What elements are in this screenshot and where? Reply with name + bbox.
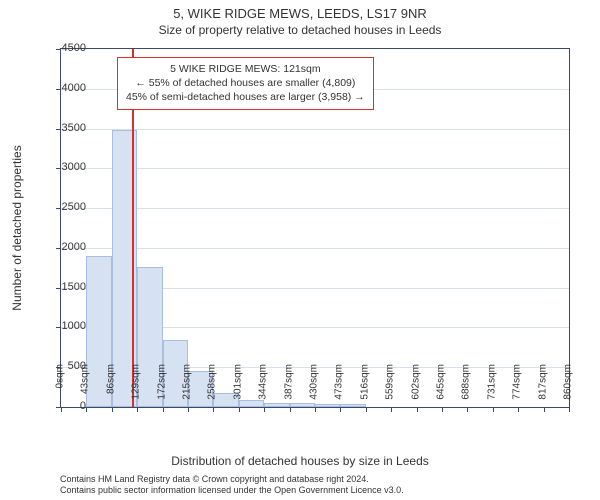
histogram-bar xyxy=(340,404,365,407)
annotation-line: ← 55% of detached houses are smaller (4,… xyxy=(126,76,365,90)
y-axis-label: Number of detached properties xyxy=(10,145,24,310)
y-tick-label: 3500 xyxy=(46,122,86,134)
x-tick-label: 516sqm xyxy=(359,364,370,400)
x-tick-mark xyxy=(340,407,341,412)
x-tick-label: 258sqm xyxy=(207,364,218,400)
gridline xyxy=(61,248,569,249)
y-tick-label: 3000 xyxy=(46,161,86,173)
gridline xyxy=(61,208,569,209)
x-tick-label: 344sqm xyxy=(258,364,269,400)
x-tick-label: 129sqm xyxy=(131,364,142,400)
x-tick-mark xyxy=(188,407,189,412)
x-tick-label: 43sqm xyxy=(80,364,91,394)
x-tick-label: 688sqm xyxy=(461,364,472,400)
histogram-bar xyxy=(315,404,340,407)
chart-plot-area: 5 WIKE RIDGE MEWS: 121sqm← 55% of detach… xyxy=(60,48,570,408)
histogram-bar xyxy=(239,400,264,407)
x-tick-mark xyxy=(544,407,545,412)
y-tick-label: 2000 xyxy=(46,241,86,253)
histogram-bar xyxy=(264,403,289,407)
x-tick-mark xyxy=(493,407,494,412)
y-tick-label: 2500 xyxy=(46,201,86,213)
x-tick-mark xyxy=(518,407,519,412)
annotation-box: 5 WIKE RIDGE MEWS: 121sqm← 55% of detach… xyxy=(117,57,374,110)
x-tick-mark xyxy=(315,407,316,412)
x-tick-mark xyxy=(213,407,214,412)
x-tick-mark xyxy=(112,407,113,412)
x-tick-label: 301sqm xyxy=(232,364,243,400)
x-tick-mark xyxy=(391,407,392,412)
y-tick-label: 1500 xyxy=(46,281,86,293)
annotation-line: 45% of semi-detached houses are larger (… xyxy=(126,90,365,104)
histogram-bar xyxy=(290,403,315,407)
x-tick-mark xyxy=(239,407,240,412)
x-tick-mark xyxy=(264,407,265,412)
gridline xyxy=(61,129,569,130)
gridline xyxy=(61,168,569,169)
x-tick-label: 172sqm xyxy=(156,364,167,400)
x-tick-label: 473sqm xyxy=(334,364,345,400)
x-tick-label: 86sqm xyxy=(105,364,116,394)
x-tick-mark xyxy=(137,407,138,412)
x-tick-mark xyxy=(163,407,164,412)
x-tick-label: 731sqm xyxy=(486,364,497,400)
annotation-line: 5 WIKE RIDGE MEWS: 121sqm xyxy=(126,62,365,76)
y-tick-label: 4500 xyxy=(46,42,86,54)
x-tick-label: 0sqm xyxy=(55,364,66,388)
attribution-line1: Contains HM Land Registry data © Crown c… xyxy=(60,474,580,485)
x-tick-label: 860sqm xyxy=(563,364,574,400)
x-tick-mark xyxy=(366,407,367,412)
x-tick-mark xyxy=(290,407,291,412)
chart-title-line1: 5, WIKE RIDGE MEWS, LEEDS, LS17 9NR xyxy=(0,0,600,21)
x-tick-mark xyxy=(86,407,87,412)
x-tick-label: 817sqm xyxy=(537,364,548,400)
x-tick-label: 774sqm xyxy=(512,364,523,400)
x-tick-mark xyxy=(569,407,570,412)
x-tick-label: 645sqm xyxy=(436,364,447,400)
y-tick-label: 0 xyxy=(46,400,86,412)
y-tick-label: 1000 xyxy=(46,320,86,332)
x-tick-mark xyxy=(467,407,468,412)
attribution-text: Contains HM Land Registry data © Crown c… xyxy=(60,474,580,497)
x-tick-label: 602sqm xyxy=(410,364,421,400)
x-tick-label: 559sqm xyxy=(385,364,396,400)
x-axis-label: Distribution of detached houses by size … xyxy=(0,454,600,468)
x-tick-mark xyxy=(417,407,418,412)
y-tick-label: 4000 xyxy=(46,82,86,94)
x-tick-mark xyxy=(442,407,443,412)
x-tick-label: 387sqm xyxy=(283,364,294,400)
chart-title-line2: Size of property relative to detached ho… xyxy=(0,21,600,37)
x-tick-label: 430sqm xyxy=(309,364,320,400)
x-tick-label: 215sqm xyxy=(182,364,193,400)
attribution-line2: Contains public sector information licen… xyxy=(60,485,580,496)
